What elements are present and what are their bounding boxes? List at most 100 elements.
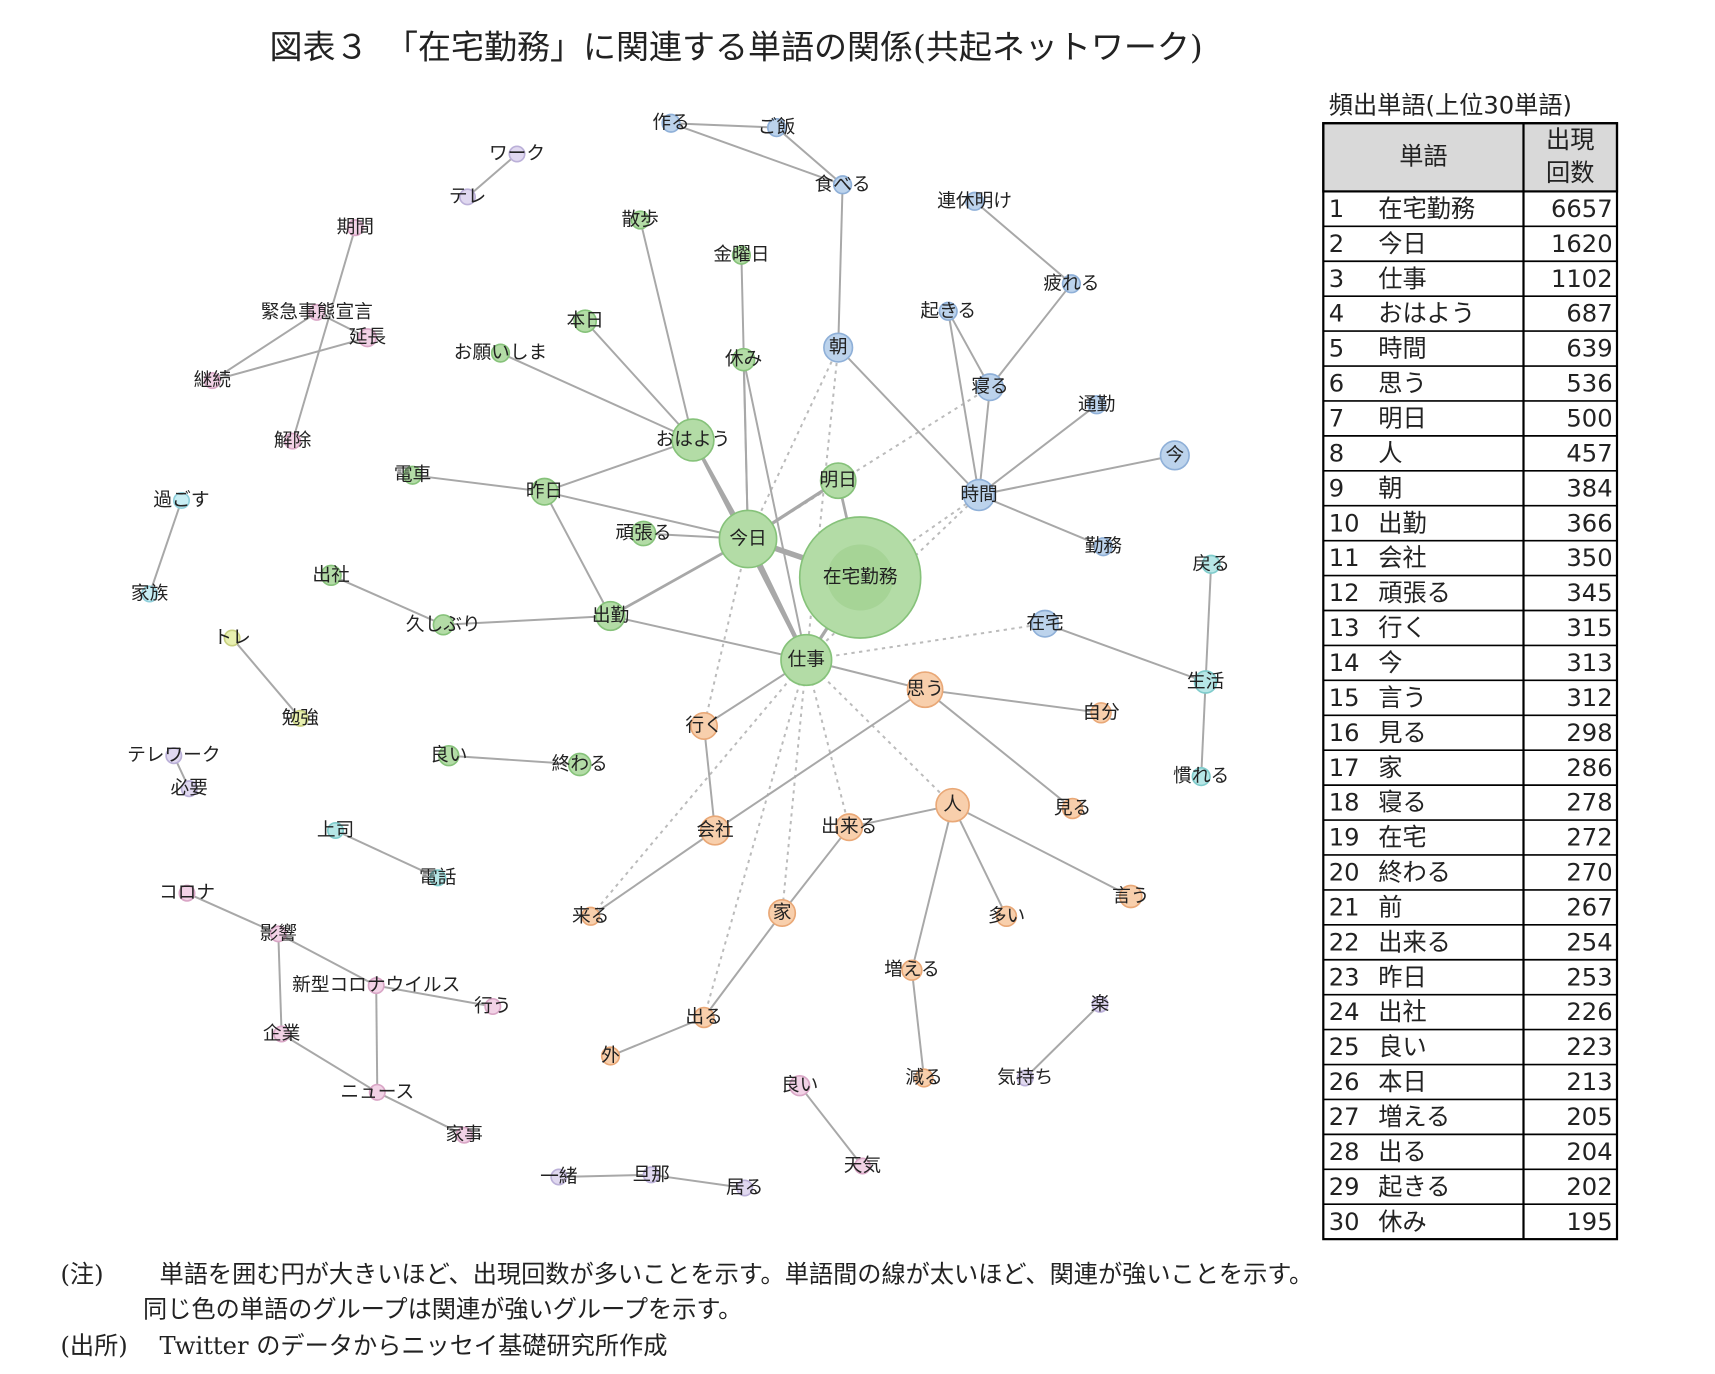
- node-circle: [819, 462, 857, 500]
- edge: [376, 1091, 465, 1137]
- node-label: ワーク: [489, 144, 545, 165]
- node-circle: [853, 1157, 871, 1175]
- edge: [947, 311, 980, 496]
- edge-dotted: [805, 659, 954, 806]
- node-label: 出勤: [592, 606, 629, 627]
- node-label: 上司: [317, 820, 354, 841]
- count: 205: [1566, 1103, 1612, 1131]
- edge: [448, 754, 580, 766]
- node-circle: [484, 997, 502, 1016]
- edge: [1024, 1003, 1101, 1079]
- word: 時間: [1378, 335, 1426, 363]
- rank: 25: [1329, 1033, 1360, 1061]
- rank: 9: [1329, 474, 1344, 502]
- rank: 23: [1329, 963, 1360, 991]
- word: 朝: [1378, 474, 1402, 502]
- rank: 16: [1329, 719, 1360, 747]
- rank: 29: [1329, 1173, 1360, 1201]
- node-circle: [269, 925, 287, 943]
- edge: [543, 491, 612, 617]
- edge-dotted: [747, 386, 991, 540]
- note-line: 同じ色の単語のグループは関連が強いグループを示す。: [143, 1296, 742, 1324]
- edge: [910, 970, 925, 1079]
- node-circle: [835, 813, 864, 842]
- word: 言う: [1378, 684, 1426, 712]
- count: 270: [1566, 859, 1612, 887]
- node-label: 良い: [430, 745, 467, 766]
- node-label: 終わる: [552, 754, 608, 775]
- count: 223: [1566, 1033, 1612, 1061]
- node-label: 今: [1165, 445, 1184, 466]
- header-count: 回数: [1546, 159, 1594, 187]
- node-circle: [768, 898, 797, 928]
- node-label: 起きる: [920, 301, 976, 322]
- rank: 6: [1329, 370, 1344, 398]
- node-circle: [1193, 670, 1218, 694]
- edge: [1200, 681, 1207, 777]
- node-circle: [600, 1046, 621, 1066]
- word: 在宅: [1378, 824, 1426, 852]
- word: 頑張る: [1378, 579, 1451, 607]
- node-label: テレ: [449, 186, 486, 207]
- rank: 2: [1329, 230, 1344, 258]
- edge: [978, 387, 991, 496]
- word: 人: [1378, 439, 1402, 467]
- edge-dotted: [703, 538, 749, 727]
- count: 204: [1566, 1138, 1612, 1166]
- edge: [978, 454, 1175, 496]
- node-circle: [901, 959, 923, 981]
- node-circle: [1016, 1069, 1034, 1087]
- node-circle: [273, 1025, 291, 1043]
- node-label: トレ: [213, 628, 250, 649]
- node-label: 久しぶり: [406, 614, 481, 635]
- node-label: 楽: [1091, 994, 1110, 1015]
- edge: [837, 184, 844, 348]
- word: 出来る: [1378, 928, 1451, 956]
- node-circle: [550, 1168, 568, 1186]
- node-label: 過ごす: [153, 490, 209, 511]
- node-label: 新型コロナウイルス: [292, 975, 460, 996]
- node-circle: [630, 520, 657, 547]
- node-circle: [223, 629, 241, 647]
- rank: 13: [1329, 614, 1360, 642]
- node-label: 出来る: [821, 817, 877, 838]
- node-label: 増える: [884, 960, 940, 981]
- node-label: 外: [601, 1046, 620, 1067]
- word: 見る: [1378, 719, 1426, 747]
- rank: 26: [1329, 1068, 1360, 1096]
- rank: 3: [1329, 265, 1344, 293]
- node-label: 自分: [1082, 702, 1119, 723]
- node-circle: [567, 752, 592, 777]
- node-circle: [368, 1083, 386, 1101]
- note-label: (注): [60, 1261, 103, 1289]
- count: 687: [1566, 300, 1612, 328]
- edge: [558, 1173, 652, 1178]
- edge: [670, 122, 777, 129]
- edge: [277, 933, 283, 1035]
- node-label: 思う: [906, 679, 943, 700]
- node-label: 勤務: [1085, 536, 1123, 557]
- node-label: ニュース: [340, 1082, 414, 1103]
- node-label: 旦那: [633, 1164, 670, 1185]
- count: 278: [1566, 789, 1612, 817]
- rank: 4: [1329, 300, 1344, 328]
- word: 良い: [1378, 1033, 1426, 1061]
- count: 366: [1566, 509, 1612, 537]
- node-label: 仕事: [788, 650, 825, 671]
- edge: [544, 490, 749, 540]
- count: 202: [1566, 1173, 1612, 1201]
- node-label: 在宅: [1026, 613, 1063, 634]
- node-label: 朝: [829, 337, 848, 358]
- count: 639: [1566, 335, 1612, 363]
- word: 出勤: [1378, 509, 1426, 537]
- node-circle: [530, 477, 559, 506]
- node-label: お願いしま: [454, 343, 547, 364]
- rank: 7: [1329, 405, 1344, 433]
- node-label: 慣れる: [1173, 766, 1229, 787]
- node-circle: [731, 347, 756, 372]
- edge: [231, 637, 302, 719]
- count: 195: [1566, 1208, 1612, 1236]
- node-circle: [1087, 395, 1107, 415]
- count: 536: [1566, 370, 1612, 398]
